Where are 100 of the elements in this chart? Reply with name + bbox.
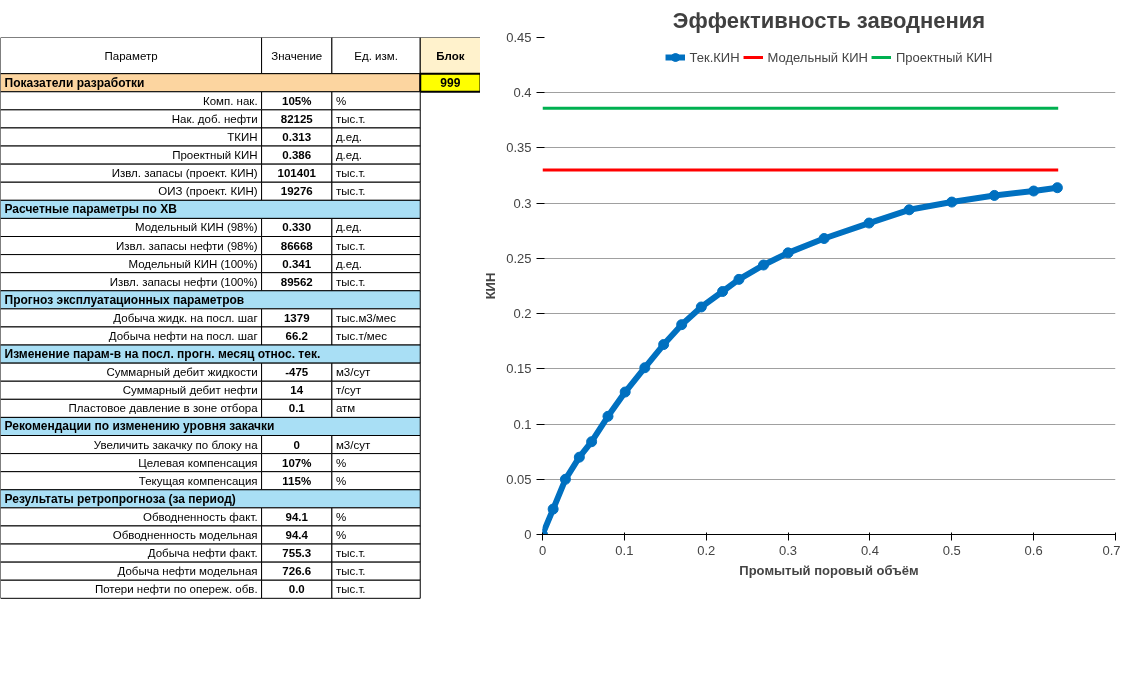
point [903,204,915,216]
text: 755.3 [282,547,312,560]
text: Извл. запасы нефти (98%) [116,239,258,252]
text: Извл. запасы нефти (100%) [109,275,258,288]
text: % [335,529,347,541]
text: Расчетные параметры по ХВ [4,202,178,217]
text: тыс.т. [335,112,366,125]
text: Нак. доб. нефти [171,112,258,125]
y-tick-label: 0.25 [506,250,532,266]
text: Показатели разработки [4,75,145,90]
text: Увеличить закачку по блоку на [93,438,259,451]
text: 94.1 [285,510,309,523]
text: 0.313 [282,131,312,143]
text: тыс.т/мес [335,330,388,342]
text: д.ед. [335,131,362,143]
text: 726.6 [282,565,312,578]
text: Суммарный дебит нефти [122,384,258,397]
text: тыс.т. [335,239,366,252]
point [863,217,875,229]
text: д.ед. [335,149,362,162]
point [639,362,651,374]
point [1051,182,1063,194]
x-tick-label: 0 [538,542,547,558]
text: 82125 [280,112,314,125]
text: % [335,510,347,523]
y-tick-label: 0.1 [513,416,532,432]
text: 94.4 [285,529,309,541]
text: тыс.т. [335,565,366,578]
text: Изменение парам-в на посл. прогн. месяц относ. тек. [4,347,321,362]
point [676,319,688,331]
point [717,286,729,298]
text: тыс.т. [335,547,366,560]
text: Целевая компенсация [138,456,258,469]
point [619,386,631,398]
text: м3/сут [335,366,371,379]
text: Прогноз эксплуатационных параметров [4,292,245,307]
text: д.ед. [335,221,362,234]
x-tick-label: 0.4 [860,542,879,558]
text: Добыча нефти на посл. шаг [108,330,258,342]
text: 0.386 [282,149,312,162]
y-tick-label: 0.35 [506,140,532,156]
text: 0.330 [282,221,312,234]
text: тыс.т. [335,583,366,596]
x-tick-label: 0.5 [942,542,961,558]
text: 0.341 [282,257,312,270]
text: атм [335,402,356,415]
text: 107% [282,456,312,469]
text: 14 [290,384,304,397]
text: Модельный КИН (98%) [134,221,258,234]
y-tick-label: 0 [524,527,532,542]
y-tick-label: 0.45 [506,30,532,45]
text: Извл. запасы (проект. КИН) [111,167,258,180]
point [695,301,707,313]
x-tick-label: 0.6 [1024,542,1043,558]
text: Пластовое давление в зоне отбора [68,402,259,415]
text: ТКИН [227,131,258,143]
text: Суммарный дебит жидкости [106,366,258,379]
text: 0.1 [288,402,306,415]
point [758,259,770,271]
text: м3/сут [335,438,371,451]
legend-label: Проектный КИН [895,49,993,65]
text: Рекомендации по изменению уровня закачки [4,419,275,434]
text: д.ед. [335,257,362,270]
text: Добыча жидк. на посл. шаг [113,311,258,324]
text: Ед. изм. [354,49,398,62]
text: Потери нефти по опереж. обв. [94,583,258,596]
point [1028,185,1040,197]
y-tick-label: 0.15 [506,361,532,377]
text: 115% [282,474,312,487]
point [946,196,958,208]
text: Добыча нефти факт. [147,547,258,560]
text: 1379 [283,311,310,324]
text: т/сут [335,384,362,397]
legend-label: Тек.КИН [689,49,740,65]
text: 66.2 [285,330,308,342]
legend-label: Модельный КИН [767,49,868,65]
text: тыс.т. [335,275,366,288]
point [586,436,598,448]
point [733,273,745,285]
y-tick-label: 0.05 [506,471,532,487]
point [988,189,1000,201]
text: Результаты ретропрогноза (за период) [4,491,236,506]
x-tick-label: 0.7 [1102,542,1121,558]
point [573,451,585,463]
text: Проектный КИН [172,149,258,162]
text: тыс.т. [335,167,366,180]
x-tick-label: 0.3 [779,542,798,558]
point [559,473,571,485]
text: Добыча нефти модельная [117,565,258,578]
text: 0.0 [288,583,305,596]
text: Модельный КИН (100%) [128,257,258,270]
text: Блок [436,49,465,62]
text: % [335,474,347,487]
x-tick-label: 0.2 [697,542,716,558]
text: Параметр [104,49,158,62]
text: 86668 [280,239,314,252]
text: Обводненность модельная [112,529,258,541]
text: % [335,456,347,469]
y-tick-label: 0.3 [513,195,532,211]
text: 105% [282,94,312,107]
